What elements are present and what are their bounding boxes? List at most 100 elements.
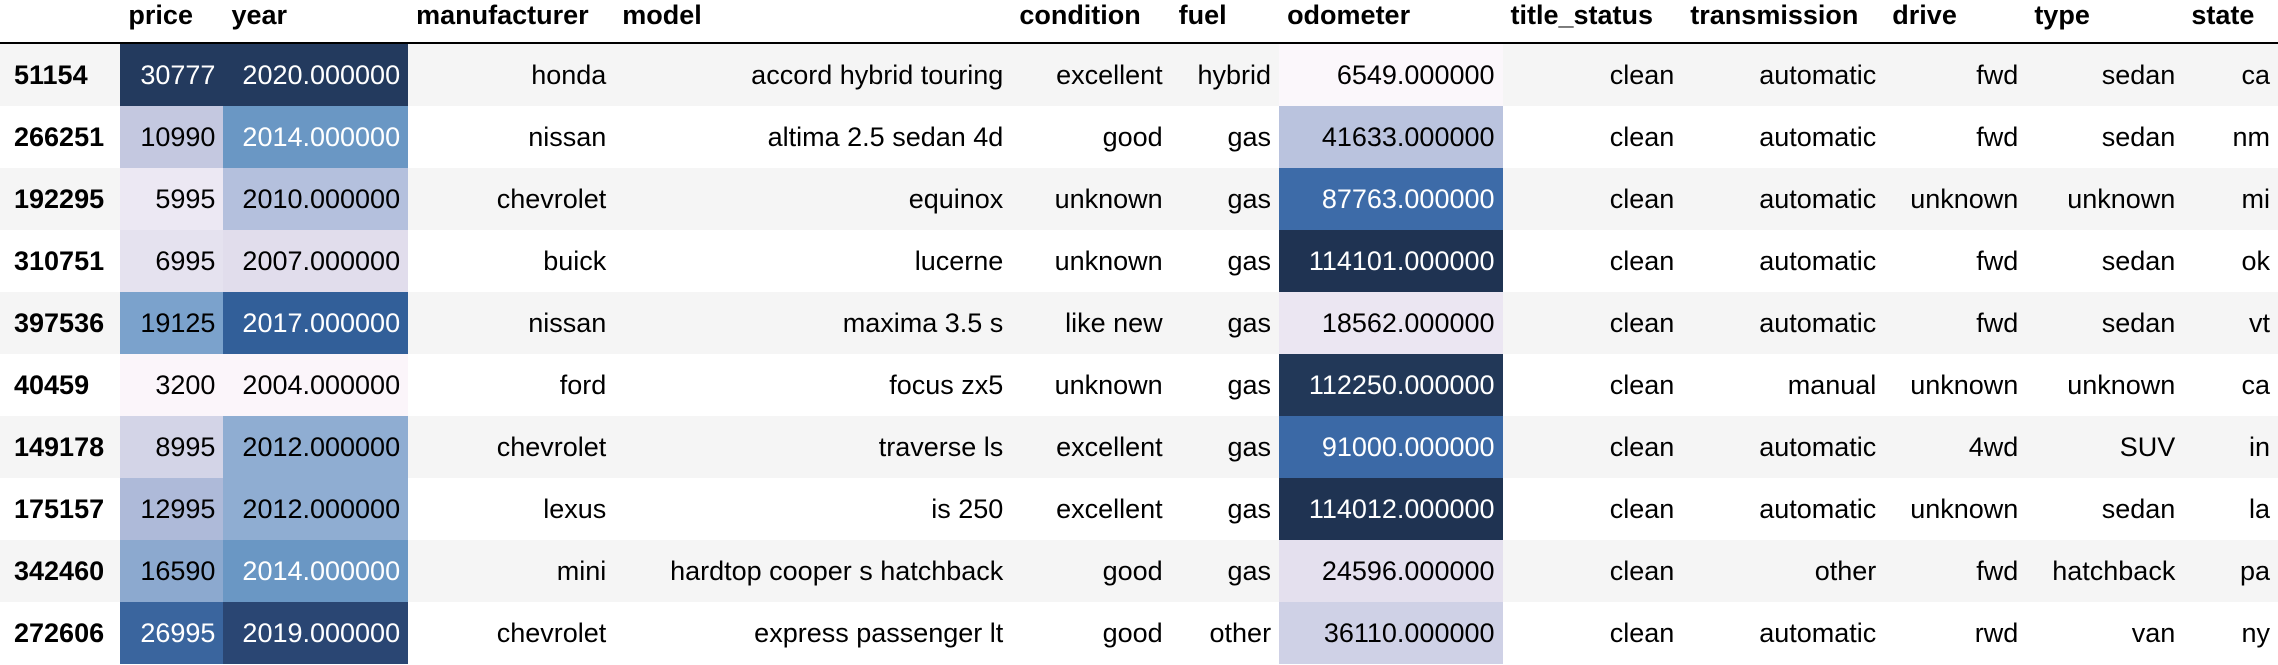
cell-transmission: automatic <box>1759 431 1877 462</box>
cell-price: 5995 <box>120 168 224 230</box>
cell-manufacturer: chevrolet <box>496 617 607 648</box>
cell-fuel: gas <box>1227 369 1272 400</box>
cell-manufacturer: chevrolet <box>496 183 607 214</box>
cell-drive: fwd <box>1976 59 2019 90</box>
cell-condition: good <box>1102 555 1163 586</box>
table-row: 51154 30777 2020.000000 honda accord hybrid … <box>0 43 2278 106</box>
row-index: 266251 <box>14 121 105 152</box>
row-index: 342460 <box>14 555 105 586</box>
cell-year: 2012.000000 <box>223 416 409 478</box>
table-row: 342460 16590 2014.000000 mini hardtop cooper… <box>0 540 2278 602</box>
cell-title-status: clean <box>1609 245 1675 276</box>
index-header <box>0 0 121 44</box>
cell-model: maxima 3.5 s <box>842 307 1004 338</box>
row-index: 175157 <box>14 493 105 524</box>
cell-condition: excellent <box>1056 59 1163 90</box>
cell-condition: unknown <box>1054 245 1163 276</box>
cell-fuel: gas <box>1227 555 1272 586</box>
cell-type: sedan <box>2101 245 2176 276</box>
cell-manufacturer: buick <box>543 245 607 276</box>
cell-state: ok <box>2241 245 2270 276</box>
cell-fuel: gas <box>1227 183 1272 214</box>
column-header-model: model <box>614 0 1012 44</box>
cell-fuel: gas <box>1227 307 1272 338</box>
cell-model: equinox <box>908 183 1004 214</box>
column-header-transmission: transmission <box>1682 0 1885 44</box>
cell-manufacturer: lexus <box>543 493 607 524</box>
column-header-condition: condition <box>1011 0 1171 44</box>
cell-year: 2004.000000 <box>223 354 409 416</box>
cell-model: accord hybrid touring <box>751 59 1004 90</box>
cell-fuel: gas <box>1227 245 1272 276</box>
column-header-title-status: title_status <box>1502 0 1683 44</box>
cell-model: altima 2.5 sedan 4d <box>767 121 1004 152</box>
cell-year: 2020.000000 <box>223 43 409 106</box>
column-header-price: price <box>120 0 224 44</box>
cell-odometer: 6549.000000 <box>1279 43 1503 106</box>
table-row: 397536 19125 2017.000000 nissan maxima 3.5 s… <box>0 292 2278 354</box>
table-header: price year manufacturer model condition fuel o… <box>0 0 2278 44</box>
cell-title-status: clean <box>1609 369 1675 400</box>
cell-model: lucerne <box>914 245 1004 276</box>
column-header-drive: drive <box>1884 0 2027 44</box>
cell-type: sedan <box>2101 307 2176 338</box>
cell-model: hardtop cooper s hatchback <box>670 555 1004 586</box>
column-header-year: year <box>223 0 409 44</box>
row-index: 272606 <box>14 617 105 648</box>
cell-type: sedan <box>2101 59 2176 90</box>
cell-state: pa <box>2239 555 2270 586</box>
cell-state: ca <box>2241 59 2270 90</box>
cell-type: hatchback <box>2052 555 2176 586</box>
cell-title-status: clean <box>1609 59 1675 90</box>
cell-state: in <box>2248 431 2270 462</box>
cell-model: traverse ls <box>878 431 1004 462</box>
cell-drive: 4wd <box>1968 431 2019 462</box>
cell-condition: unknown <box>1054 183 1163 214</box>
table-row: 149178 8995 2012.000000 chevrolet traverse l… <box>0 416 2278 478</box>
cell-fuel: hybrid <box>1197 59 1272 90</box>
cell-price: 30777 <box>120 43 224 106</box>
cell-manufacturer: mini <box>556 555 607 586</box>
table-row: 192295 5995 2010.000000 chevrolet equinox unk… <box>0 168 2278 230</box>
table-row: 272606 26995 2019.000000 chevrolet express p… <box>0 602 2278 664</box>
header-row: price year manufacturer model condition fuel o… <box>0 0 2278 44</box>
cell-drive: rwd <box>1974 617 2019 648</box>
cell-transmission: automatic <box>1759 59 1877 90</box>
cell-year: 2012.000000 <box>223 478 409 540</box>
cell-condition: unknown <box>1054 369 1163 400</box>
cell-price: 3200 <box>120 354 224 416</box>
cell-model: is 250 <box>931 493 1004 524</box>
cell-title-status: clean <box>1609 183 1675 214</box>
cell-manufacturer: honda <box>531 59 607 90</box>
cell-title-status: clean <box>1609 121 1675 152</box>
cell-drive: fwd <box>1976 555 2019 586</box>
cell-transmission: automatic <box>1759 493 1877 524</box>
cell-title-status: clean <box>1609 307 1675 338</box>
cell-year: 2014.000000 <box>223 106 409 168</box>
column-header-state: state <box>2183 0 2278 44</box>
cell-drive: fwd <box>1976 121 2019 152</box>
cell-price: 12995 <box>120 478 224 540</box>
cell-type: sedan <box>2101 121 2176 152</box>
cell-drive: fwd <box>1976 245 2019 276</box>
cell-odometer: 36110.000000 <box>1279 602 1503 664</box>
cell-price: 19125 <box>120 292 224 354</box>
cell-drive: unknown <box>1910 183 2019 214</box>
cell-transmission: other <box>1814 555 1877 586</box>
row-index: 397536 <box>14 307 105 338</box>
cell-year: 2019.000000 <box>223 602 409 664</box>
table-row: 310751 6995 2007.000000 buick lucerne unknown… <box>0 230 2278 292</box>
cell-year: 2007.000000 <box>223 230 409 292</box>
column-header-type: type <box>2026 0 2184 44</box>
cell-transmission: automatic <box>1759 245 1877 276</box>
cell-condition: like new <box>1065 307 1163 338</box>
cell-fuel: gas <box>1227 121 1272 152</box>
cell-drive: unknown <box>1910 493 2019 524</box>
cell-model: focus zx5 <box>889 369 1004 400</box>
table-body: 51154 30777 2020.000000 honda accord hybrid … <box>0 43 2278 664</box>
cell-type: unknown <box>2067 369 2176 400</box>
cell-price: 6995 <box>120 230 224 292</box>
column-header-manufacturer: manufacturer <box>408 0 615 44</box>
cell-type: unknown <box>2067 183 2176 214</box>
cell-state: nm <box>2232 121 2270 152</box>
